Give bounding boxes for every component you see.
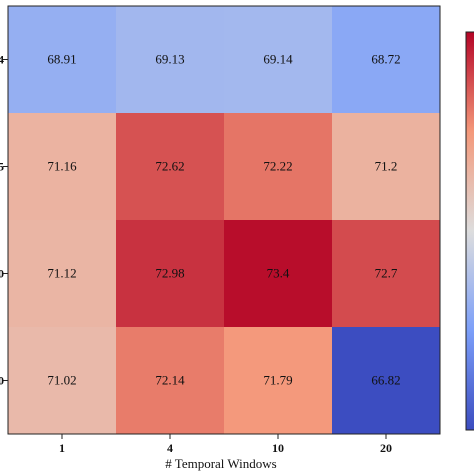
heatmap-cell <box>8 220 116 327</box>
cell-value-label: 71.16 <box>47 159 77 174</box>
cell-value-label: 66.82 <box>371 373 400 388</box>
heatmap-cell <box>224 327 332 434</box>
x-axis-label: # Temporal Windows <box>165 456 276 471</box>
cell-value-label: 71.02 <box>47 373 76 388</box>
y-tick-label: 5 <box>0 160 4 174</box>
y-tick-label: 4 <box>0 53 4 67</box>
heatmap-cell <box>332 327 440 434</box>
x-tick-label: 20 <box>380 441 392 455</box>
cell-value-label: 73.4 <box>267 266 290 281</box>
cell-value-label: 71.2 <box>375 159 398 174</box>
heatmap-cell <box>116 220 224 327</box>
heatmap-cell <box>332 6 440 113</box>
axis-ticks: 1 4 10 20 4 5 0 0 <box>0 53 392 456</box>
heatmap-cell <box>224 220 332 327</box>
colorbar-gradient <box>465 31 474 431</box>
cell-value-label: 71.12 <box>47 266 76 281</box>
cell-value-label: 69.13 <box>155 52 184 67</box>
x-tick-label: 1 <box>59 441 65 455</box>
x-tick-label: 10 <box>272 441 284 455</box>
y-tick-label: 0 <box>0 374 4 388</box>
cell-value-label: 71.79 <box>263 373 292 388</box>
heatmap-cell <box>8 113 116 220</box>
cell-value-label: 72.98 <box>155 266 184 281</box>
heatmap-cell <box>332 113 440 220</box>
cell-value-label: 68.91 <box>47 52 76 67</box>
heatmap-cell <box>116 6 224 113</box>
heatmap-cell <box>8 6 116 113</box>
plot-frame <box>7 5 441 435</box>
colorbar <box>465 31 474 431</box>
heatmap-cell <box>332 220 440 327</box>
heatmap-cell <box>116 327 224 434</box>
heatmap-cell <box>8 327 116 434</box>
x-tick-label: 4 <box>167 441 173 455</box>
cell-value-label: 72.14 <box>155 373 185 388</box>
heatmap-cell <box>116 113 224 220</box>
cell-value-label: 72.7 <box>375 266 398 281</box>
cell-value-label: 72.22 <box>263 159 292 174</box>
heatmap-cells: 68.91 69.13 69.14 68.72 71.16 72.62 72.22 71.2 7… <box>7 5 441 435</box>
y-tick-label: 0 <box>0 267 4 281</box>
heatmap-cell <box>224 6 332 113</box>
cell-value-label: 69.14 <box>263 52 293 67</box>
cell-value-label: 72.62 <box>155 159 184 174</box>
cell-value-label: 68.72 <box>371 52 400 67</box>
heatmap-cell <box>224 113 332 220</box>
